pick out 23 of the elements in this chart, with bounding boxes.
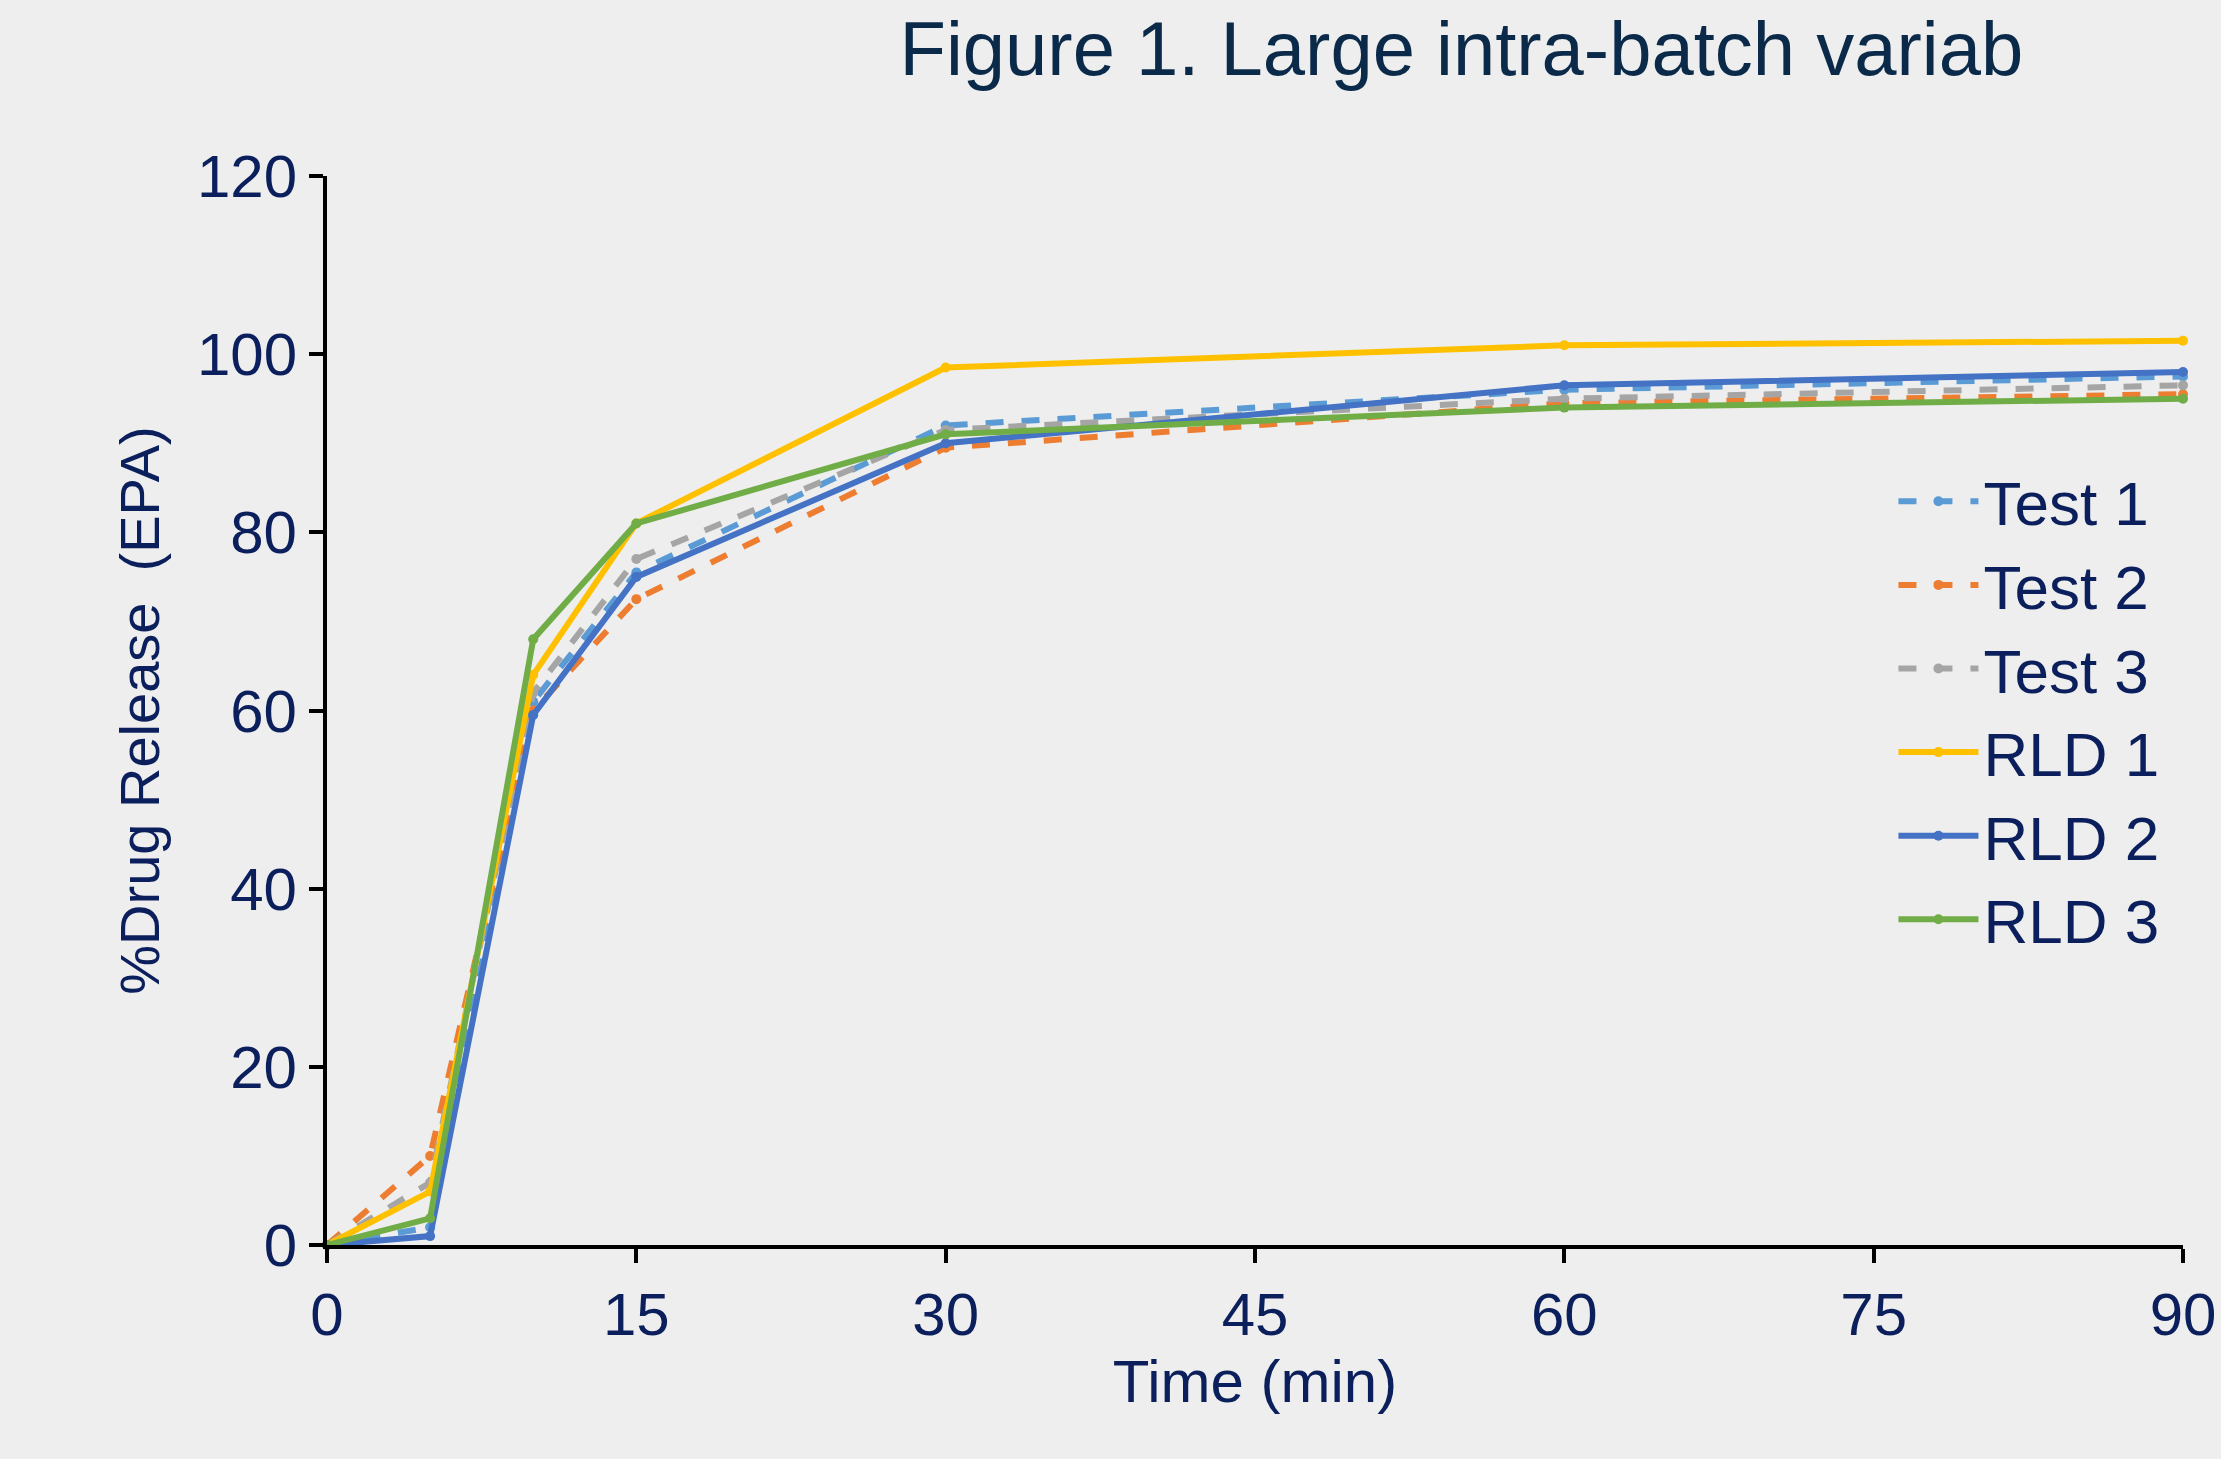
x-axis-title: Time (min) (1112, 1348, 1398, 1415)
legend-label: Test 3 (1983, 636, 2149, 706)
legend-label: Test 2 (1983, 553, 2149, 623)
legend-label: RLD 2 (1983, 803, 2160, 873)
y-tick-label: 120 (196, 143, 297, 210)
y-tick-label: 20 (230, 1033, 297, 1101)
legend-label: RLD 3 (1983, 887, 2160, 957)
x-tick-label: 60 (1530, 1281, 1598, 1348)
x-tick-label: 0 (310, 1281, 344, 1348)
y-tick-label: 100 (196, 321, 297, 389)
legend-label: Test 1 (1983, 469, 2149, 539)
y-tick-label: 60 (230, 677, 297, 745)
x-tick-label: 45 (1221, 1281, 1289, 1348)
y-axis-title: %Drug Release (EPA) (108, 426, 172, 995)
y-tick-label: 80 (230, 499, 297, 567)
y-tick-label: 0 (263, 1212, 297, 1279)
y-tick-label: 40 (230, 855, 297, 923)
x-tick-label: 30 (912, 1281, 980, 1348)
chart-title: Figure 1. Large intra-batch variab (899, 6, 2024, 92)
legend-label: RLD 1 (1983, 720, 2160, 790)
x-tick-label: 90 (2149, 1281, 2217, 1348)
x-tick-label: 15 (602, 1281, 670, 1348)
x-tick-label: 75 (1840, 1281, 1908, 1348)
